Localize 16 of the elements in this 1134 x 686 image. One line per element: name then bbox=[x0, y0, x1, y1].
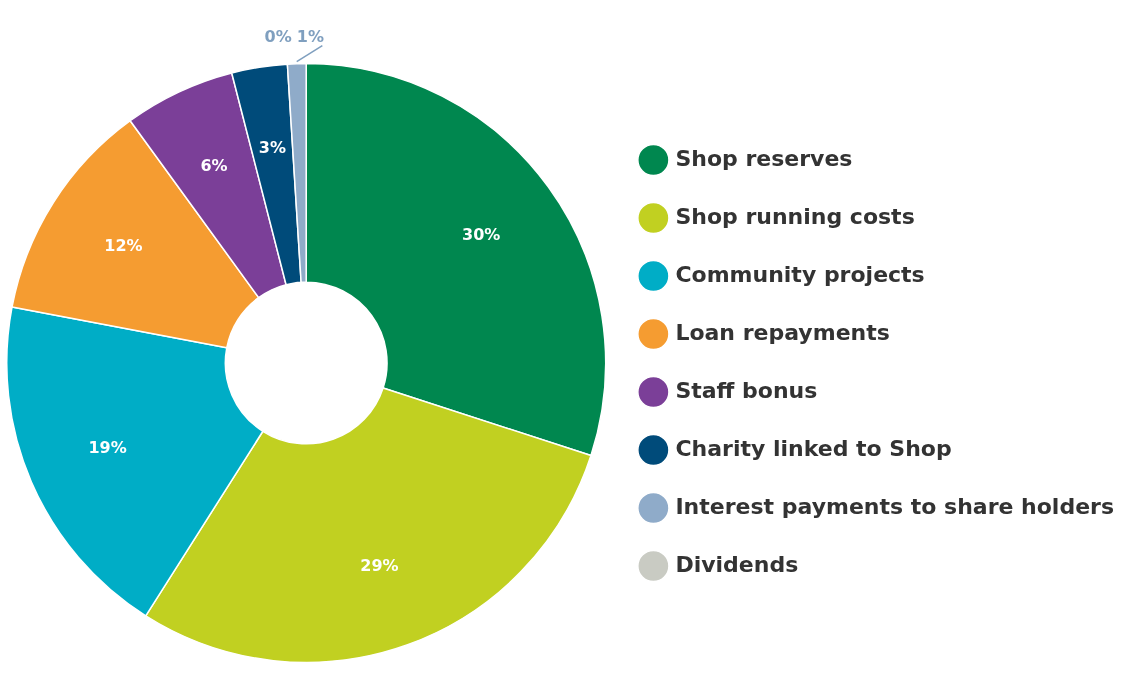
legend-label: Shop running costs bbox=[675, 203, 915, 229]
data-label: 6% bbox=[200, 156, 228, 176]
data-label: 29% bbox=[360, 555, 399, 575]
data-label: 12% bbox=[104, 236, 143, 256]
legend-label: Loan repayments bbox=[675, 319, 890, 345]
data-label: 30% bbox=[462, 224, 501, 244]
legend-label: Shop reserves bbox=[675, 145, 853, 171]
data-label: 3% bbox=[258, 138, 286, 158]
text: 0% bbox=[264, 26, 292, 46]
legend-label: Community projects bbox=[675, 261, 925, 287]
legend-label: Staff bonus bbox=[675, 377, 818, 403]
data-label: 19% bbox=[88, 438, 127, 458]
data-label: 1% bbox=[296, 26, 324, 46]
legend-label: Charity linked to Shop bbox=[675, 435, 952, 461]
legend-label: Interest payments to share holders bbox=[675, 493, 1115, 519]
legend-label: Dividends bbox=[675, 551, 799, 577]
